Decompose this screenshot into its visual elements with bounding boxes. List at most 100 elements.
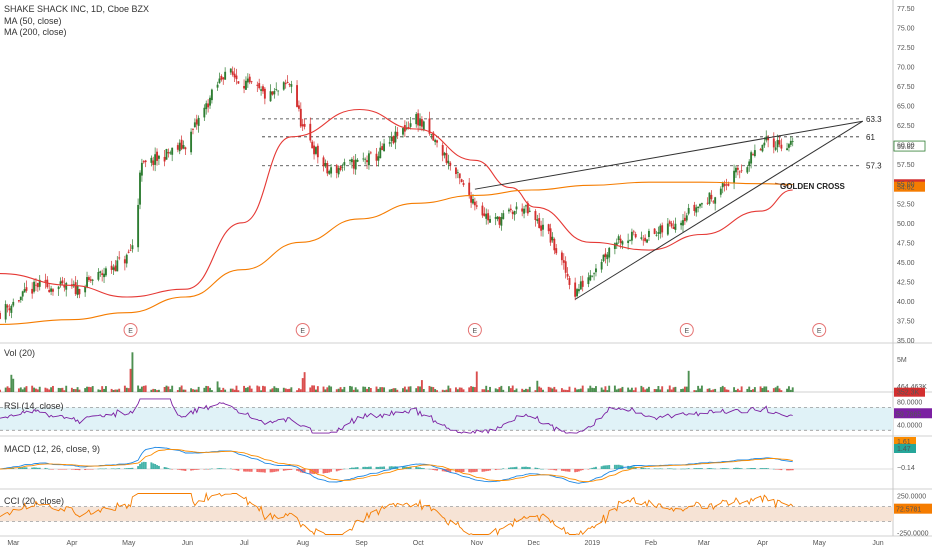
candle-body[interactable] — [74, 282, 77, 295]
candle-body[interactable] — [245, 80, 247, 90]
candle-body[interactable] — [33, 281, 36, 292]
volume-bar[interactable] — [528, 386, 531, 392]
volume-bar[interactable] — [789, 389, 792, 392]
candle-body[interactable] — [156, 151, 158, 161]
volume-bar[interactable] — [245, 387, 247, 392]
volume-bar[interactable] — [190, 388, 193, 392]
volume-bar[interactable] — [313, 385, 316, 392]
candle-body[interactable] — [165, 148, 168, 160]
candle-body[interactable] — [653, 228, 656, 234]
candle-body[interactable] — [740, 170, 743, 172]
candle-body[interactable] — [105, 268, 107, 276]
volume-bar[interactable] — [36, 389, 39, 392]
volume-bar[interactable] — [315, 389, 317, 392]
candle-body[interactable] — [489, 219, 491, 223]
earnings-marker[interactable] — [679, 323, 694, 337]
volume-bar[interactable] — [258, 386, 261, 392]
candle-body[interactable] — [167, 152, 170, 154]
volume-bar[interactable] — [256, 385, 259, 392]
candle-body[interactable] — [50, 288, 53, 292]
candle-body[interactable] — [553, 238, 556, 251]
volume-bar[interactable] — [721, 385, 724, 392]
volume-bar[interactable] — [369, 388, 372, 392]
candle-body[interactable] — [615, 242, 618, 246]
volume-bar[interactable] — [523, 389, 526, 392]
candle-body[interactable] — [316, 145, 319, 158]
candle-body[interactable] — [500, 216, 503, 226]
volume-bar[interactable] — [647, 386, 650, 392]
volume-bar[interactable] — [362, 386, 365, 392]
candle-body[interactable] — [417, 113, 420, 126]
candle-body[interactable] — [290, 84, 293, 87]
volume-bar[interactable] — [335, 389, 338, 392]
candle-body[interactable] — [65, 282, 68, 290]
candle-body[interactable] — [176, 145, 179, 150]
volume-bar[interactable] — [50, 387, 53, 392]
volume-bar[interactable] — [271, 388, 274, 392]
volume-bar[interactable] — [394, 388, 397, 392]
volume-bar[interactable] — [237, 390, 240, 392]
volume-bar[interactable] — [284, 388, 287, 392]
candle-body[interactable] — [672, 226, 675, 230]
candle-body[interactable] — [447, 160, 450, 164]
candle-body[interactable] — [562, 260, 565, 263]
rsi-line[interactable] — [0, 398, 793, 435]
volume-bar[interactable] — [540, 387, 543, 392]
volume-bar[interactable] — [210, 390, 213, 392]
candle-body[interactable] — [763, 142, 766, 146]
volume-bar[interactable] — [727, 389, 730, 392]
volume-bar[interactable] — [21, 389, 24, 392]
candle-body[interactable] — [392, 136, 395, 144]
candle-body[interactable] — [4, 304, 7, 320]
candle-body[interactable] — [576, 289, 578, 297]
volume-bar[interactable] — [434, 389, 437, 392]
candle-body[interactable] — [210, 89, 213, 101]
volume-bar[interactable] — [708, 388, 711, 392]
volume-bar[interactable] — [31, 385, 34, 392]
volume-bar[interactable] — [169, 389, 172, 392]
candle-body[interactable] — [683, 217, 686, 222]
upper-trendline[interactable] — [474, 120, 863, 190]
candle-body[interactable] — [324, 162, 327, 167]
candle-body[interactable] — [335, 165, 338, 173]
candle-body[interactable] — [697, 206, 700, 209]
candle-body[interactable] — [369, 152, 372, 154]
candle-body[interactable] — [483, 213, 486, 217]
volume-bar[interactable] — [685, 386, 688, 392]
volume-bar[interactable] — [150, 389, 153, 392]
volume-bar[interactable] — [752, 389, 754, 392]
candle-body[interactable] — [63, 284, 66, 288]
candle-body[interactable] — [564, 261, 567, 273]
volume-bar[interactable] — [25, 386, 28, 392]
candle-body[interactable] — [381, 146, 384, 151]
volume-bar[interactable] — [710, 390, 713, 392]
volume-bar[interactable] — [235, 385, 238, 392]
candle-body[interactable] — [419, 119, 421, 126]
candle-body[interactable] — [748, 161, 751, 166]
volume-bar[interactable] — [76, 387, 79, 392]
volume-bar[interactable] — [197, 386, 200, 392]
candle-body[interactable] — [680, 222, 683, 226]
volume-bar[interactable] — [653, 389, 656, 392]
volume-bar[interactable] — [316, 386, 319, 392]
volume-bar[interactable] — [672, 387, 675, 392]
volume-bar[interactable] — [462, 389, 465, 392]
volume-bar[interactable] — [297, 388, 300, 392]
volume-bar[interactable] — [500, 385, 503, 392]
candle-body[interactable] — [343, 162, 346, 166]
candle-body[interactable] — [719, 188, 722, 195]
volume-bar[interactable] — [496, 389, 499, 392]
candle-body[interactable] — [322, 157, 325, 167]
volume-bar[interactable] — [224, 389, 227, 392]
volume-bar[interactable] — [786, 388, 788, 392]
candle-body[interactable] — [621, 241, 624, 245]
candle-body[interactable] — [205, 103, 208, 110]
volume-bar[interactable] — [74, 389, 77, 392]
volume-bar[interactable] — [428, 385, 431, 392]
candle-body[interactable] — [313, 145, 316, 155]
volume-bar[interactable] — [139, 388, 141, 392]
volume-bar[interactable] — [10, 374, 13, 392]
volume-bar[interactable] — [216, 381, 219, 392]
candle-body[interactable] — [262, 86, 264, 92]
volume-bar[interactable] — [502, 389, 505, 392]
